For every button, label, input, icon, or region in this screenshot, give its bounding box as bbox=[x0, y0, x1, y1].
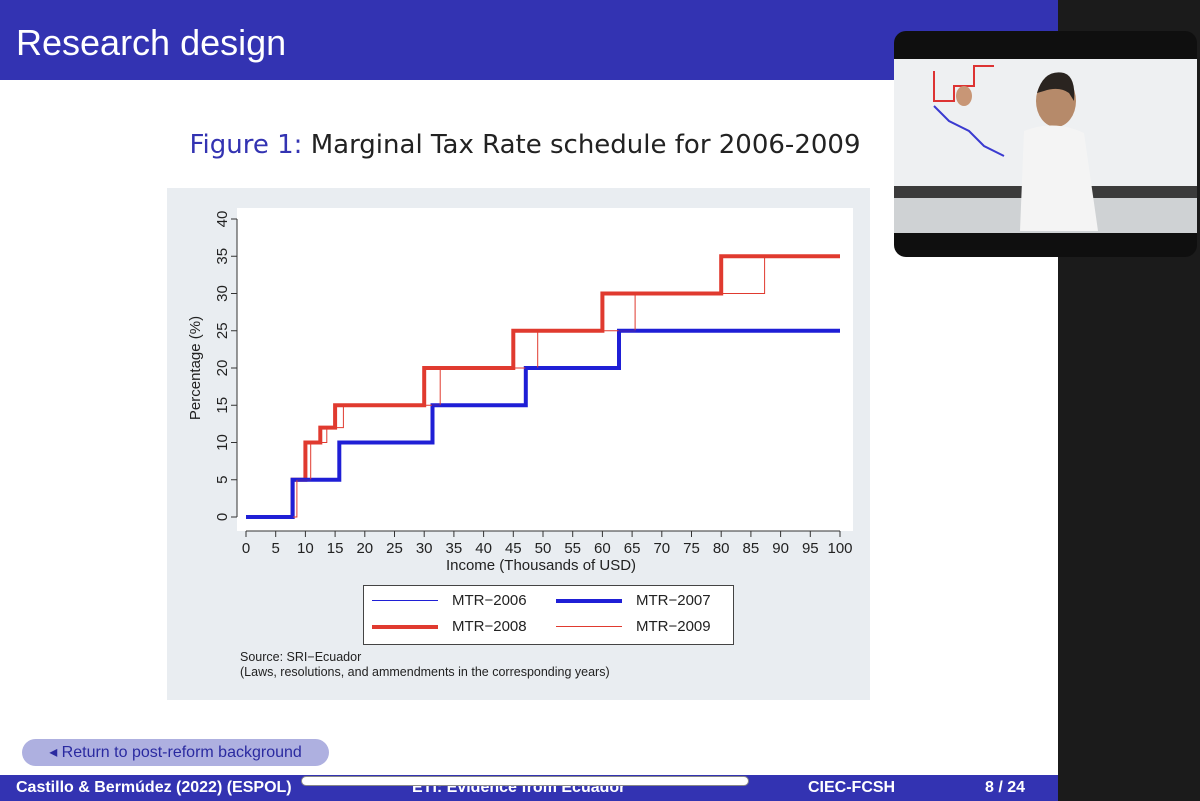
presenter-video-frame bbox=[894, 59, 1197, 233]
legend-swatch-mtr-2006 bbox=[372, 600, 438, 601]
chart-svg: 0 5 10 15 20 25 30 35 40 0 5 10 15 20 25 30 35 40 45 50 55 60… bbox=[187, 208, 853, 574]
x-tick-label: 45 bbox=[505, 540, 522, 557]
y-tick-label: 25 bbox=[214, 322, 231, 339]
x-tick-label: 90 bbox=[772, 540, 789, 557]
footer-page-number: 8 / 24 bbox=[985, 779, 1026, 796]
series-line-mtr-2006 bbox=[246, 330, 840, 518]
footer-authors: Castillo & Bermúdez (2022) (ESPOL) bbox=[16, 779, 292, 796]
legend-swatch-mtr-2008 bbox=[372, 624, 438, 629]
x-tick-label: 35 bbox=[446, 540, 463, 557]
legend-label-mtr-2007: MTR−2007 bbox=[636, 592, 711, 609]
figure-label: Figure 1: bbox=[189, 130, 303, 160]
legend-item-mtr-2006: MTR−2006 bbox=[372, 592, 527, 609]
legend-label-mtr-2009: MTR−2009 bbox=[636, 618, 711, 635]
x-tick-label: 30 bbox=[416, 540, 433, 557]
legend-item-mtr-2008: MTR−2008 bbox=[372, 618, 527, 635]
figure-caption: Figure 1: Marginal Tax Rate schedule for… bbox=[0, 130, 1050, 160]
x-tick-label: 10 bbox=[297, 540, 314, 557]
slide-title: Research design bbox=[16, 22, 287, 63]
source-line-1: Source: SRI−Ecuador bbox=[240, 650, 362, 664]
x-tick-label: 85 bbox=[743, 540, 760, 557]
y-tick-label: 20 bbox=[214, 360, 231, 377]
legend-swatch-mtr-2007 bbox=[556, 598, 622, 603]
source-line-2: (Laws, resolutions, and ammendments in t… bbox=[240, 665, 610, 679]
chart-legend: MTR−2006 MTR−2007 MTR−2008 MTR−2009 bbox=[363, 585, 734, 645]
y-tick-label: 40 bbox=[214, 211, 231, 228]
legend-label-mtr-2008: MTR−2008 bbox=[452, 618, 527, 635]
x-tick-label: 70 bbox=[653, 540, 670, 557]
legend-item-mtr-2009: MTR−2009 bbox=[556, 618, 711, 635]
x-tick-label: 55 bbox=[564, 540, 581, 557]
legend-item-mtr-2007: MTR−2007 bbox=[556, 592, 711, 609]
x-tick-label: 15 bbox=[327, 540, 344, 557]
y-tick-label: 15 bbox=[214, 397, 231, 414]
slide: Research design Figure 1: Marginal Tax R… bbox=[0, 0, 1058, 801]
y-tick-label: 30 bbox=[214, 285, 231, 302]
presenter-video bbox=[894, 31, 1197, 257]
x-tick-label: 40 bbox=[475, 540, 492, 557]
return-to-post-reform-button[interactable]: ◂ Return to post-reform background bbox=[22, 739, 329, 766]
x-tick-label: 100 bbox=[827, 540, 852, 557]
y-tick-label: 35 bbox=[214, 248, 231, 265]
y-axis-title: Percentage (%) bbox=[187, 316, 204, 420]
x-tick-label: 20 bbox=[356, 540, 373, 557]
x-axis-title: Income (Thousands of USD) bbox=[446, 557, 636, 574]
footer-organization: CIEC-FCSH bbox=[808, 779, 896, 796]
x-tick-label: 25 bbox=[386, 540, 403, 557]
x-tick-label: 80 bbox=[713, 540, 730, 557]
x-tick-label: 50 bbox=[535, 540, 552, 557]
x-tick-label: 5 bbox=[272, 540, 280, 557]
x-tick-label: 60 bbox=[594, 540, 611, 557]
x-tick-label: 0 bbox=[242, 540, 250, 557]
title-bar: Research design bbox=[0, 0, 1058, 80]
chart-source: Source: SRI−Ecuador (Laws, resolutions, … bbox=[240, 650, 610, 680]
legend-swatch-mtr-2009 bbox=[556, 626, 622, 627]
x-tick-label: 65 bbox=[624, 540, 641, 557]
legend-label-mtr-2006: MTR−2006 bbox=[452, 592, 527, 609]
horizontal-scrollbar[interactable] bbox=[301, 776, 749, 786]
y-tick-label: 0 bbox=[214, 513, 231, 521]
figure-title: Marginal Tax Rate schedule for 2006-2009 bbox=[310, 130, 861, 160]
y-tick-label: 10 bbox=[214, 434, 231, 451]
x-tick-label: 75 bbox=[683, 540, 700, 557]
x-tick-label: 95 bbox=[802, 540, 819, 557]
y-tick-label: 5 bbox=[214, 476, 231, 484]
